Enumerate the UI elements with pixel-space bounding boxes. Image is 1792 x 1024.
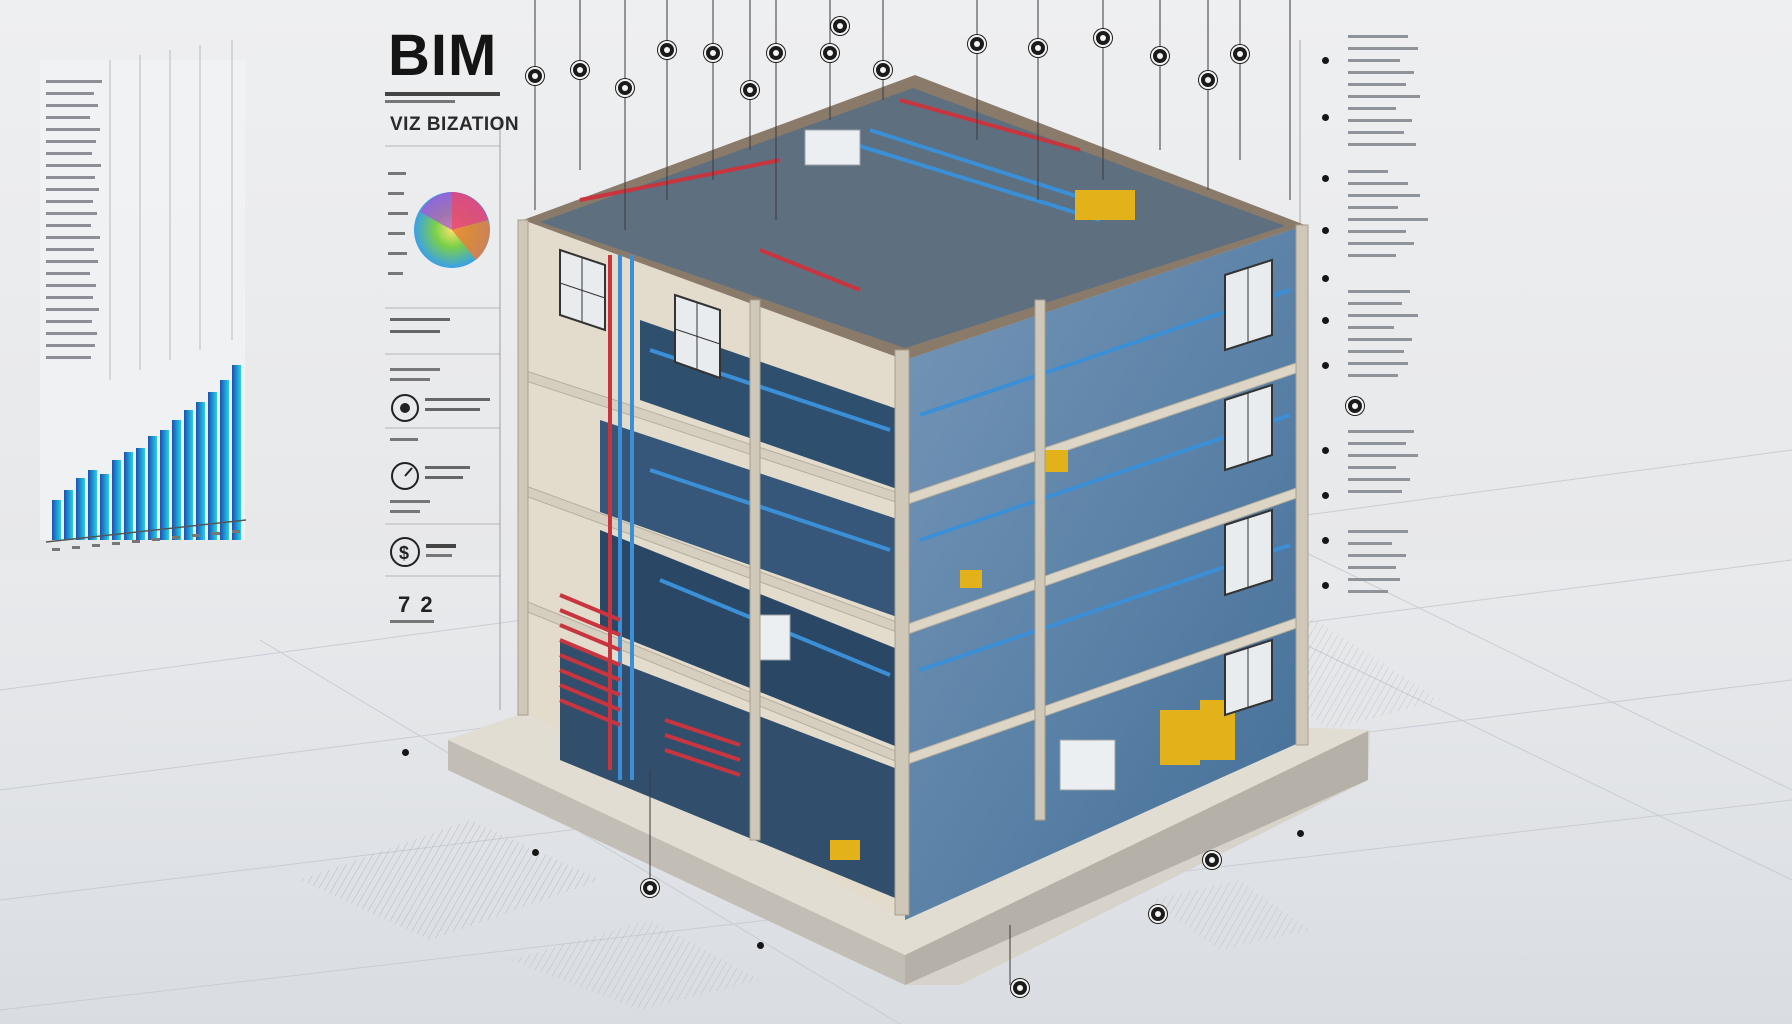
yellow-equipment <box>830 190 1235 860</box>
dot-marker <box>1322 275 1329 282</box>
callout-pin-icon[interactable] <box>968 35 986 53</box>
gauge-icon <box>391 462 419 490</box>
callout-pin-icon[interactable] <box>616 79 634 97</box>
info-panel: $ <box>385 92 501 710</box>
callout-pin-icon[interactable] <box>767 44 785 62</box>
columns <box>517 219 1309 916</box>
dot-marker <box>1322 175 1329 182</box>
red-pipes <box>559 98 1081 777</box>
callout-pin-icon[interactable] <box>1151 47 1169 65</box>
dot-marker <box>1322 227 1329 234</box>
dot-marker <box>1322 317 1329 324</box>
callout-pin-icon[interactable] <box>1346 397 1364 415</box>
callout-pin-icon[interactable] <box>831 17 849 35</box>
dot-marker <box>1322 537 1329 544</box>
callout-pin-icon[interactable] <box>641 879 659 897</box>
dot-marker <box>757 942 764 949</box>
dot-marker <box>1322 362 1329 369</box>
dollar-icon <box>390 537 420 567</box>
callout-pin-icon[interactable] <box>1231 45 1249 63</box>
dot-marker <box>1322 492 1329 499</box>
dot-marker <box>1322 447 1329 454</box>
callout-pin-icon[interactable] <box>874 61 892 79</box>
callout-pin-icon[interactable] <box>658 41 676 59</box>
stat-value: 7 2 <box>398 592 435 617</box>
callout-pin-icon[interactable] <box>1199 71 1217 89</box>
dot-marker <box>1297 830 1304 837</box>
building-model <box>448 75 1370 985</box>
callout-pin-icon[interactable] <box>1011 979 1029 997</box>
bar-series <box>52 365 241 540</box>
dot-marker <box>532 849 539 856</box>
callout-pin-icon[interactable] <box>571 61 589 79</box>
left-panel-text-lines <box>46 80 102 359</box>
page-title: BIM <box>388 23 498 88</box>
white-units <box>759 129 1116 791</box>
callout-pin-icon[interactable] <box>1203 851 1221 869</box>
badge-icon <box>391 394 419 422</box>
callout-pin-icon[interactable] <box>1149 905 1167 923</box>
callout-pin-icon[interactable] <box>1094 29 1112 47</box>
dot-marker <box>402 749 409 756</box>
page-subtitle: VIZ BIZATION <box>390 114 520 135</box>
callout-pin-icon[interactable] <box>704 44 722 62</box>
callout-pin-icon[interactable] <box>741 81 759 99</box>
callout-pin-icon[interactable] <box>1029 39 1047 57</box>
callout-pin-icon[interactable] <box>821 44 839 62</box>
dot-marker <box>1322 114 1329 121</box>
dot-marker <box>1322 57 1329 64</box>
callout-pin-icon[interactable] <box>526 67 544 85</box>
right-annotation-column <box>1348 35 1428 593</box>
svg-text:$: $ <box>399 543 409 563</box>
dot-marker <box>1322 582 1329 589</box>
left-analytics-panel <box>40 40 247 551</box>
